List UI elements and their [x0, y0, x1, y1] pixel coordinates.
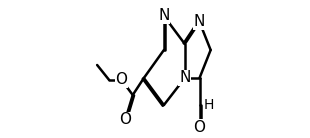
Text: H: H: [204, 98, 214, 112]
Text: N: N: [194, 14, 205, 30]
Text: O: O: [116, 72, 128, 87]
Text: O: O: [119, 112, 131, 128]
Text: N: N: [158, 9, 170, 23]
Text: N: N: [179, 71, 191, 86]
Text: O: O: [193, 120, 206, 135]
